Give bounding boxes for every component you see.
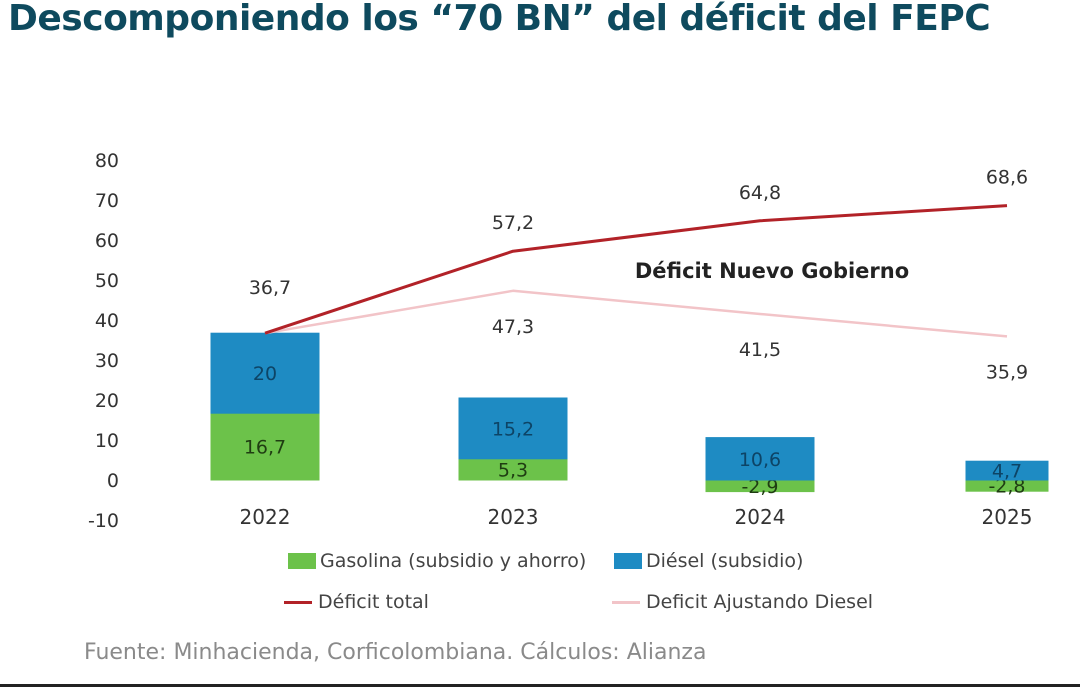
y-tick-label: -10 — [88, 510, 119, 532]
y-tick-label: 60 — [95, 230, 119, 252]
y-tick-label: 10 — [95, 430, 119, 452]
deficit-total-value-label: 57,2 — [492, 212, 534, 234]
legend-item-deficit-total: Déficit total — [284, 591, 429, 613]
line-deficit-ajustando — [264, 289, 1008, 338]
y-tick-label: 20 — [95, 390, 119, 412]
x-tick-label: 2022 — [240, 505, 291, 529]
deficit-total-value-label: 64,8 — [739, 182, 781, 204]
bar-value-label: 15,2 — [492, 418, 534, 440]
deficit-ajustando-value-label: 47,3 — [492, 316, 534, 338]
bar-diesel — [965, 460, 1049, 481]
bar-value-label: 10,6 — [739, 449, 781, 471]
legend-swatch-gasolina — [288, 553, 316, 569]
bottom-divider — [0, 684, 1080, 687]
chart-plot: 80 70 60 50 40 30 20 10 0 -10 16,7 20 5,3 15,2 -2,9 10… — [88, 150, 1049, 532]
x-tick-label: 2024 — [735, 505, 786, 529]
bar-value-label: -2,9 — [741, 476, 778, 498]
line-deficit-total — [264, 204, 1008, 335]
y-tick-label: 0 — [107, 470, 119, 492]
source-note: Fuente: Minhacienda, Corficolombiana. Cá… — [84, 640, 707, 665]
legend-label-deficit-ajustando: Deficit Ajustando Diesel — [646, 591, 874, 613]
legend-label-diesel: Diésel (subsidio) — [646, 550, 804, 572]
legend-item-gasolina: Gasolina (subsidio y ahorro) — [288, 550, 586, 572]
legend-item-deficit-ajustando: Deficit Ajustando Diesel — [612, 591, 873, 613]
legend-swatch-diesel — [614, 553, 642, 569]
y-tick-label: 50 — [95, 270, 119, 292]
y-tick-label: 30 — [95, 350, 119, 372]
bar-diesel — [458, 397, 568, 460]
bar-diesel — [705, 437, 815, 481]
bar-gasolina — [210, 412, 320, 481]
legend-item-diesel: Diésel (subsidio) — [614, 550, 803, 572]
chart-annotation: Déficit Nuevo Gobierno — [635, 259, 909, 283]
bar-value-label: 20 — [253, 363, 277, 385]
deficit-ajustando-value-label: 35,9 — [986, 361, 1028, 383]
y-tick-label: 80 — [95, 150, 119, 172]
y-tick-label: 70 — [95, 190, 119, 212]
deficit-total-value-label: 68,6 — [986, 167, 1028, 189]
y-tick-label: 40 — [95, 310, 119, 332]
deficit-total-value-label: 36,7 — [249, 277, 291, 299]
legend-swatch-deficit-total — [284, 600, 312, 604]
bar-value-label: 4,7 — [992, 461, 1022, 483]
legend-swatch-deficit-ajustando — [612, 600, 640, 604]
legend-label-gasolina: Gasolina (subsidio y ahorro) — [320, 550, 587, 572]
chart-title: Descomponiendo los “70 BN” del déficit d… — [8, 0, 991, 39]
legend-label-deficit-total: Déficit total — [318, 591, 429, 613]
deficit-ajustando-value-label: 41,5 — [739, 339, 781, 361]
x-tick-label: 2023 — [488, 505, 539, 529]
bar-value-label: 5,3 — [498, 459, 528, 481]
bar-value-label: 16,7 — [244, 437, 286, 459]
x-tick-label: 2025 — [982, 505, 1033, 529]
bar-value-label: -2,8 — [988, 476, 1025, 498]
